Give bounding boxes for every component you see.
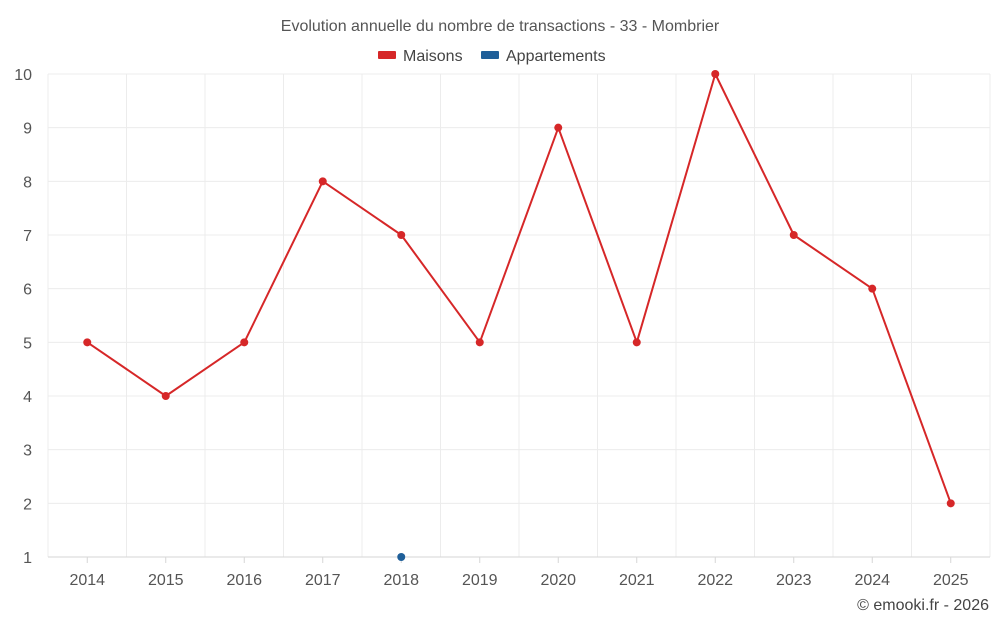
data-point-maisons-2014[interactable] [83, 338, 92, 347]
x-tick-label: 2018 [383, 572, 419, 589]
x-tick-label: 2025 [933, 572, 969, 589]
y-tick-label: 2 [23, 496, 32, 513]
legend-label-appartements[interactable]: Appartements [506, 48, 606, 65]
data-point-maisons-2017[interactable] [318, 177, 327, 186]
legend-swatch-maisons [378, 51, 396, 59]
x-tick-label: 2022 [697, 572, 733, 589]
x-tick-label: 2023 [776, 572, 812, 589]
x-tick-label: 2019 [462, 572, 498, 589]
y-tick-label: 10 [14, 67, 32, 84]
data-point-maisons-2019[interactable] [475, 338, 484, 347]
y-axis-tick-labels: 1 2 3 4 5 6 7 8 9 10 [14, 67, 32, 567]
data-point-maisons-2020[interactable] [554, 123, 563, 132]
x-axis-tick-labels: 2014 2015 2016 2017 2018 2019 2020 2021 2022 2023… [69, 557, 969, 589]
data-point-maisons-2022[interactable] [711, 70, 720, 78]
series-line-maisons [86, 73, 952, 504]
y-tick-label: 1 [23, 550, 32, 567]
data-point-maisons-2024[interactable] [868, 284, 877, 293]
x-tick-label: 2021 [619, 572, 655, 589]
x-tick-label: 2014 [69, 572, 105, 589]
y-tick-label: 5 [23, 335, 32, 352]
x-tick-label: 2016 [226, 572, 262, 589]
x-tick-label: 2020 [540, 572, 576, 589]
data-point-maisons-2023[interactable] [789, 231, 798, 239]
y-tick-label: 9 [23, 121, 32, 138]
data-point-maisons-2021[interactable] [632, 338, 641, 347]
data-point-appartements-2018[interactable] [397, 553, 406, 561]
chart-title: Evolution annuelle du nombre de transact… [281, 18, 720, 35]
y-tick-label: 8 [23, 174, 32, 191]
series-layer [83, 70, 955, 561]
data-point-maisons-2018[interactable] [397, 231, 406, 239]
legend-label-maisons[interactable]: Maisons [403, 48, 463, 65]
chart-legend: Maisons Appartements [378, 48, 606, 65]
x-tick-label: 2017 [305, 572, 341, 589]
y-tick-label: 3 [23, 443, 32, 460]
legend-swatch-appartements [481, 51, 499, 59]
data-point-maisons-2015[interactable] [161, 392, 170, 400]
y-tick-label: 7 [23, 228, 32, 245]
data-point-maisons-2016[interactable] [240, 338, 249, 347]
x-tick-label: 2015 [148, 572, 184, 589]
data-point-maisons-2025[interactable] [946, 499, 955, 508]
chart-credit: © emooki.fr - 2026 [857, 597, 989, 614]
x-gridlines [47, 74, 991, 557]
x-tick-label: 2024 [854, 572, 890, 589]
y-tick-label: 6 [23, 282, 32, 299]
y-tick-label: 4 [23, 389, 32, 406]
